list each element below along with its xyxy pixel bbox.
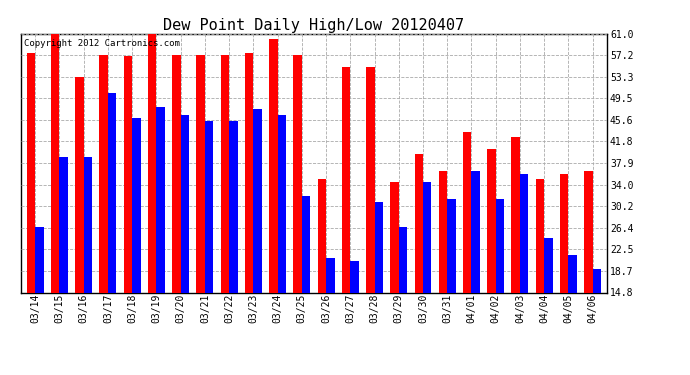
- Bar: [181, 115, 189, 292]
- Bar: [148, 34, 157, 292]
- Bar: [75, 77, 83, 292]
- Bar: [51, 34, 59, 292]
- Bar: [535, 179, 544, 292]
- Bar: [83, 157, 92, 292]
- Bar: [511, 137, 520, 292]
- Bar: [205, 120, 213, 292]
- Bar: [326, 258, 335, 292]
- Bar: [520, 174, 529, 292]
- Bar: [124, 56, 132, 292]
- Bar: [342, 68, 351, 292]
- Bar: [27, 53, 35, 292]
- Bar: [197, 55, 205, 292]
- Title: Dew Point Daily High/Low 20120407: Dew Point Daily High/Low 20120407: [164, 18, 464, 33]
- Bar: [544, 238, 553, 292]
- Bar: [415, 154, 423, 292]
- Bar: [495, 199, 504, 292]
- Bar: [172, 55, 181, 292]
- Bar: [35, 227, 43, 292]
- Bar: [391, 182, 399, 292]
- Bar: [375, 202, 383, 292]
- Bar: [593, 269, 601, 292]
- Bar: [277, 115, 286, 292]
- Bar: [471, 171, 480, 292]
- Bar: [423, 182, 431, 292]
- Bar: [560, 174, 569, 292]
- Bar: [439, 171, 447, 292]
- Bar: [59, 157, 68, 292]
- Bar: [108, 93, 117, 292]
- Bar: [487, 148, 495, 292]
- Bar: [366, 68, 375, 292]
- Bar: [463, 132, 471, 292]
- Bar: [569, 255, 577, 292]
- Bar: [269, 39, 277, 292]
- Bar: [157, 106, 165, 292]
- Bar: [584, 171, 593, 292]
- Bar: [447, 199, 455, 292]
- Text: Copyright 2012 Cartronics.com: Copyright 2012 Cartronics.com: [23, 39, 179, 48]
- Bar: [302, 196, 310, 292]
- Bar: [99, 55, 108, 292]
- Bar: [253, 110, 262, 292]
- Bar: [221, 55, 229, 292]
- Bar: [317, 179, 326, 292]
- Bar: [293, 55, 302, 292]
- Bar: [132, 118, 141, 292]
- Bar: [245, 53, 253, 292]
- Bar: [399, 227, 407, 292]
- Bar: [229, 120, 237, 292]
- Bar: [351, 261, 359, 292]
